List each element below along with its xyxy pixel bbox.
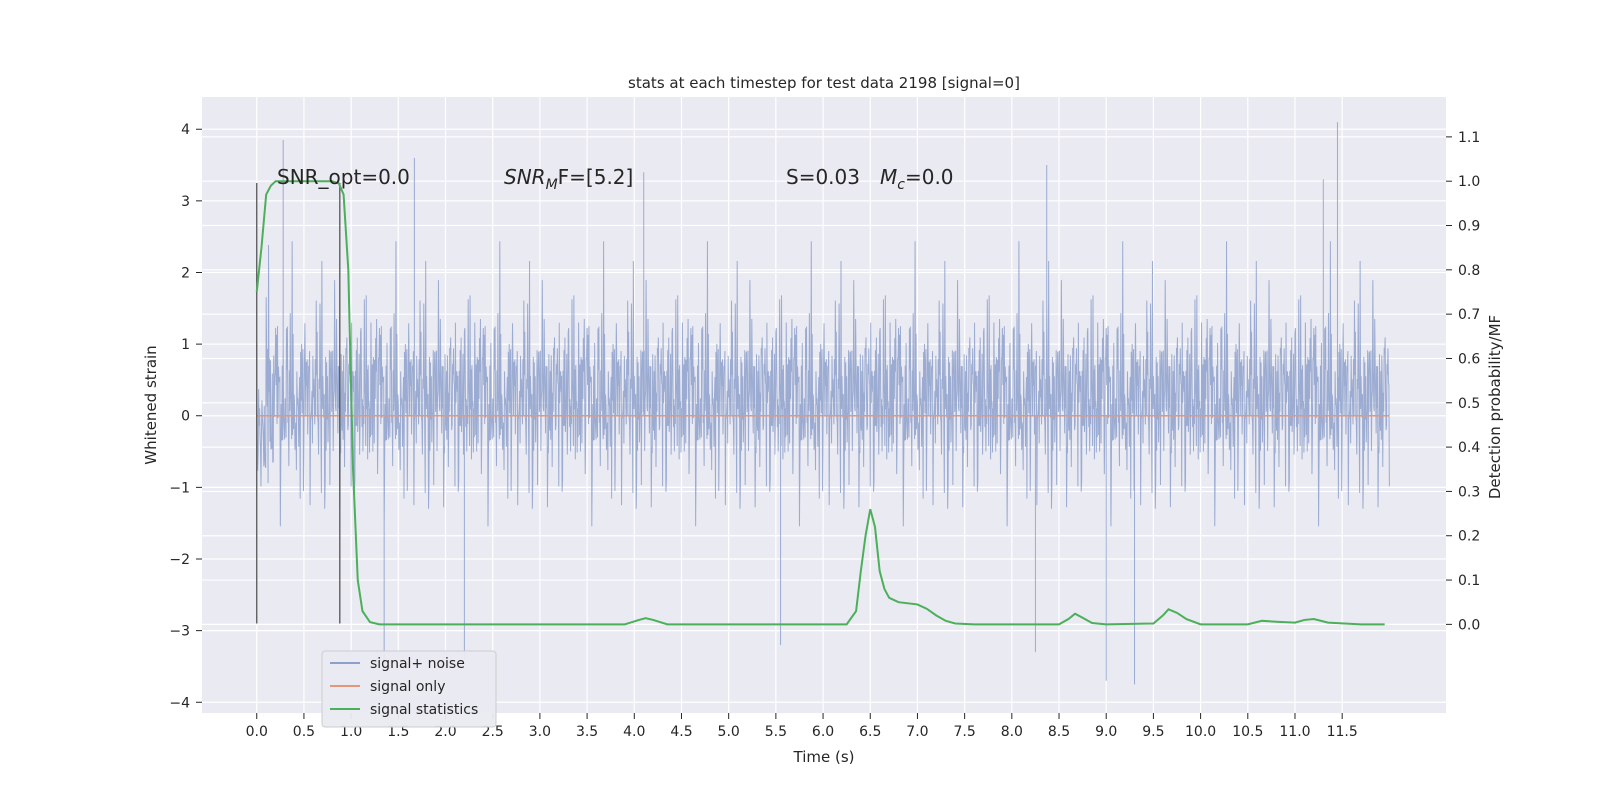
grid-layer: [202, 97, 1446, 713]
signal-noise-series: [256, 122, 1390, 685]
x-tick-label: 8.5: [1048, 724, 1070, 740]
y-right-tick-label: 0.6: [1458, 351, 1480, 367]
x-tick-label: 10.5: [1232, 724, 1263, 740]
x-tick-label: 1.0: [340, 724, 362, 740]
chart-title: stats at each timestep for test data 219…: [628, 74, 1020, 92]
y-left-tick-label: −2: [169, 552, 190, 568]
snr-mf-prefix: SNR: [504, 165, 546, 189]
y-right-tick-label: 0.9: [1458, 219, 1480, 235]
x-tick-label: 4.0: [623, 724, 645, 740]
vertical-markers: [256, 182, 341, 624]
mc-suffix: =0.0: [905, 165, 954, 189]
y-right-tick-label: 0.4: [1458, 440, 1480, 456]
x-tick-label: 0.5: [293, 724, 315, 740]
x-tick-label: 10.0: [1185, 724, 1216, 740]
signal-statistics-line: [255, 180, 1385, 626]
legend-label-signal-noise: signal+ noise: [370, 656, 465, 672]
x-axis-label: Time (s): [793, 748, 855, 766]
y-right-tick-label: 0.3: [1458, 484, 1480, 500]
y-left-tick-label: −1: [169, 480, 190, 496]
x-tick-label: 5.5: [765, 724, 787, 740]
x-tick-label: 2.0: [434, 724, 456, 740]
y-left-tick-label: 1: [181, 337, 190, 353]
y-left-tick-label: −4: [169, 695, 190, 711]
y-right-tick-label: 0.8: [1458, 263, 1480, 279]
y-right-tick-label: 0.2: [1458, 529, 1480, 545]
x-tick-label: 6.5: [859, 724, 881, 740]
x-tick-label: 7.5: [954, 724, 976, 740]
x-tick-label: 1.5: [387, 724, 409, 740]
y-right-tick-label: 0.1: [1458, 573, 1480, 589]
x-tick-label: 8.0: [1001, 724, 1023, 740]
y-right-tick-label: 0.7: [1458, 307, 1480, 323]
x-tick-label: 6.0: [812, 724, 834, 740]
x-tick-label: 2.5: [482, 724, 504, 740]
annotation-s-stat: S=0.03: [786, 165, 860, 189]
x-tick-label: 3.5: [576, 724, 598, 740]
snr-mf-suffix: F=[5.2]: [558, 165, 634, 189]
x-tick-label: 4.5: [670, 724, 692, 740]
y-left-tick-label: 3: [181, 194, 190, 210]
mc-subscript: c: [897, 177, 905, 193]
annotation-snr-mf: SNRMF=[5.2]: [504, 165, 633, 193]
x-tick-label: 3.0: [529, 724, 551, 740]
y-right-tick-label: 1.0: [1458, 174, 1480, 190]
tick-labels: 0.0 0.5 1.0 1.5 2.0 2.5 3.0 3.5 4.0 4.5 5.0 5.5 6.0 6…: [169, 122, 1480, 740]
annotation-snr-opt: SNR_opt=0.0: [277, 165, 410, 189]
x-tick-label: 11.0: [1279, 724, 1310, 740]
annotation-mc: Mc=0.0: [880, 165, 954, 193]
x-tick-label: 5.0: [718, 724, 740, 740]
legend-label-signal-only: signal only: [370, 679, 445, 695]
signal-noise-line: [256, 122, 1390, 685]
y-axis-label-left: Whitened strain: [142, 345, 160, 464]
x-tick-label: 9.0: [1095, 724, 1117, 740]
y-left-tick-label: 4: [181, 122, 190, 138]
x-tick-label: 0.0: [246, 724, 268, 740]
x-tick-label: 9.5: [1142, 724, 1164, 740]
y-axis-label-right: Detection probability/MF: [1486, 315, 1504, 499]
x-tick-label: 7.0: [906, 724, 928, 740]
y-left-tick-label: −3: [169, 624, 190, 640]
legend-box: [321, 650, 497, 728]
mc-prefix: M: [880, 165, 897, 189]
signal-statistics-series: [255, 180, 1385, 626]
y-left-tick-label: 2: [181, 265, 190, 281]
x-tick-label: 11.5: [1327, 724, 1358, 740]
legend-label-signal-statistics: signal statistics: [370, 702, 478, 718]
y-right-tick-label: 0.0: [1458, 617, 1480, 633]
legend: signal+ noise signal only signal statist…: [321, 650, 497, 728]
y-right-tick-label: 0.5: [1458, 396, 1480, 412]
snr-mf-subscript: M: [546, 177, 558, 193]
y-left-tick-label: 0: [181, 409, 190, 425]
y-right-tick-label: 1.1: [1458, 130, 1480, 146]
